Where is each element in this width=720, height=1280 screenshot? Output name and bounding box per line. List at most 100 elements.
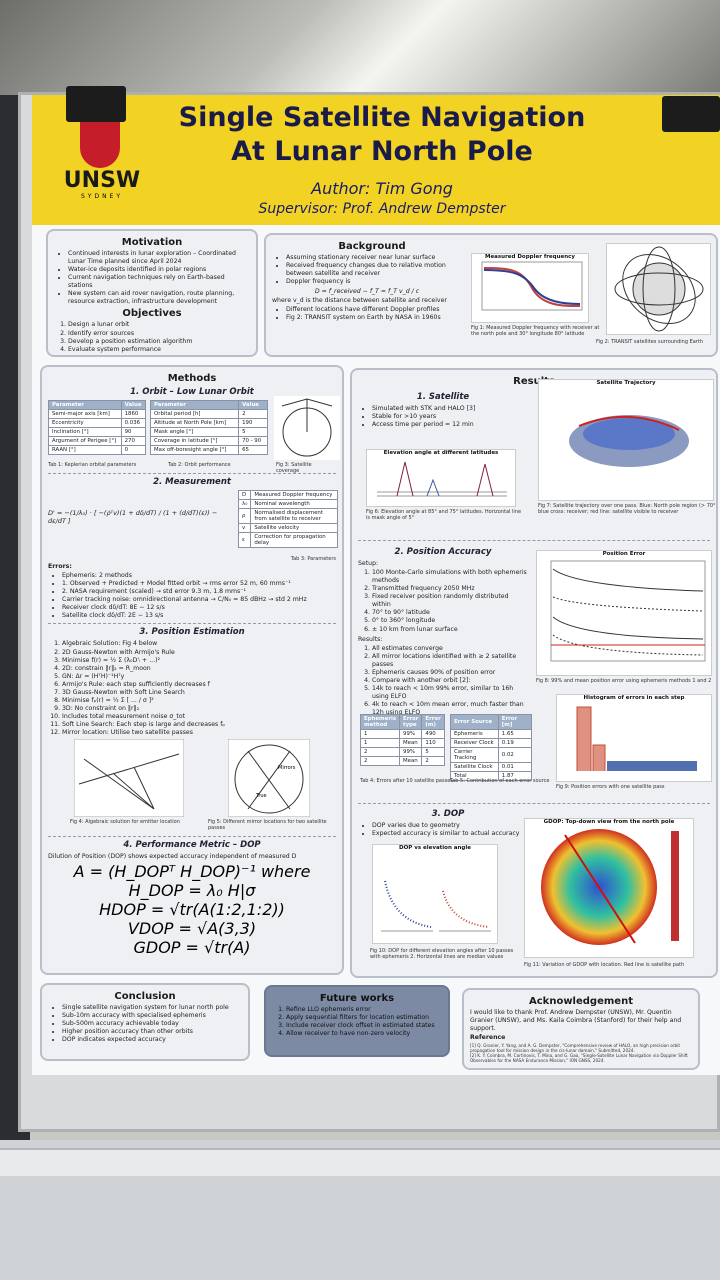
axes [550,560,706,662]
scatter [442,890,490,928]
figure-title: Measured Doppler frequency [484,254,576,260]
caption: Fig 6: Elevation angle at 85° and 75° la… [366,509,522,521]
figure-plot [550,560,706,662]
region [583,418,675,450]
figure-bg [74,739,184,818]
row: Orbital period [h] 2 [149,409,268,419]
text: Dilution of Position (DOP) shows expecte… [48,853,297,861]
list-item: Doppler frequency is [286,278,462,286]
header-cell: Error [m] [497,714,533,730]
supervisor: Supervisor: Prof. Andrew Dempster [258,201,506,217]
figure: DOP vs elevation angle [372,844,498,944]
caption: Fig 1: Measured Doppler frequency with r… [471,325,600,337]
list-item: Access time per period ≈ 12 min [372,421,528,429]
caption: Tab 2: Orbit performance [168,462,231,468]
subheading: 2. Measurement [153,477,231,487]
row: 2 99% 5 [359,747,445,757]
subheading: 3. DOP [431,809,465,819]
curve [552,568,704,592]
table: Ephemeris method Error type Error (m) 1 99% 4… [359,714,445,766]
row: Eccentricity 0.036 [48,418,147,428]
row: Carrier Tracking 0.02 [450,747,533,763]
curve [552,596,704,612]
references: [1] Q. Granier, Y. Yang, and A. G. Demps… [470,1043,692,1063]
cell: 2 [359,747,401,757]
binder-clip [662,96,720,132]
header-cell: Error (m) [421,714,445,730]
cell: Argument of Perigee [°] [48,436,122,446]
geometry [78,753,180,810]
list-item: Include receiver clock offset in estimat… [286,1022,442,1030]
row: Coverage in latitude [°] 70 - 90 [149,436,268,446]
cell: Inclination [°] [48,427,122,437]
results-box: Results 1. Satellite Simulated with STK … [350,368,718,978]
curve [396,461,494,497]
list-item: Receiver clock dδ/dT: 8E − 12 s/s [62,604,336,612]
cell: Measured Doppler frequency [250,490,338,500]
caption: Fig 7: Satellite trajectory over one pas… [538,503,718,515]
cell: 0.19 [497,738,533,748]
list-item: Apply sequential filters for location es… [286,1014,442,1022]
formulas: A = (H_DOPᵀ H_DOP)⁻¹ where H_DOP = λ₀ H|… [48,862,336,957]
path [578,415,680,431]
cell: 5 [238,427,268,437]
cell: 110 [421,738,445,748]
table: Parameter Value Orbital period [h] 2 Altitud… [149,400,268,455]
cell: Mean [399,738,423,748]
list-item: Ephemeris causes 90% of position error [372,669,528,677]
figure-plot [377,461,507,497]
list-item: DOP varies due to geometry [372,822,538,830]
cell: 70 - 90 [238,436,268,446]
list: Assuming stationary receiver near lunar … [272,254,462,286]
cell: 0 [120,445,147,455]
list-item: 2. NASA requirement (scaled) → std error… [62,588,336,596]
geometry [281,398,333,432]
future-box: Future works Refine LLO ephemeris errorA… [264,985,450,1057]
row: Altitude at North Pole [km] 190 [149,418,268,428]
list: All estimates convergeAll mirror locatio… [358,645,528,718]
heading: Acknowledgement [529,996,633,1007]
cell: 1 [359,738,401,748]
header-cell: Error type [399,714,423,730]
list-item: All mirror locations identified with ≥ 2… [372,653,528,669]
earth [632,262,686,316]
list-item: Carrier tracking noise: omnidirectional … [62,596,336,604]
figure-plot [481,261,583,311]
list-item: Single satellite navigation system for l… [62,1004,242,1012]
list-item: Higher position accuracy than other orbi… [62,1028,242,1036]
coverage-figure [274,396,340,460]
row: Ephemeris 1.65 [450,729,533,739]
mirror-figure: Mirrors True [228,739,310,818]
cell: 2 [421,756,445,766]
cell: v [237,523,252,533]
header-cell: Error Source [450,714,499,730]
cell: RAAN [°] [48,445,122,455]
cell: 5 [421,747,445,757]
caption: Tab 5: Contribution of each error source [450,778,550,784]
cell: ρ [237,508,252,524]
label: Reference [470,1034,506,1042]
figure-plot [381,880,491,932]
curve [483,267,581,307]
label: Results: [358,635,383,643]
cell: Orbital period [h] [149,409,240,419]
divider [48,623,336,625]
figure-label: True [255,793,267,799]
header-row: Parameter Value [48,400,147,410]
cell: 1.87 [497,771,533,781]
list-item: Satellite clock dδ/dT: 2E − 13 s/s [62,612,336,620]
line: [1] Q. Granier, Y. Yang, and A. G. Demps… [470,1043,680,1054]
row: ε Correction for propagation delay [237,532,338,548]
bars [607,761,697,771]
cell: Satellite Clock [450,762,499,772]
cell: 0.02 [497,747,533,763]
figure-title: Elevation angle at different latitudes [383,450,499,456]
header-row: Ephemeris method Error type Error (m) [359,714,445,730]
author: Author: Tim Gong [311,179,453,198]
list-item: Fixed receiver position randomly distrib… [372,593,528,609]
list-item: Current navigation techniques rely on Ea… [68,274,250,290]
list-item: Design a lunar orbit [68,321,250,329]
line: A = (H_DOPᵀ H_DOP)⁻¹ where H_DOP = λ₀ H|… [73,862,311,901]
moon [234,744,304,814]
cell: Normalised displacement from satellite t… [250,508,338,524]
